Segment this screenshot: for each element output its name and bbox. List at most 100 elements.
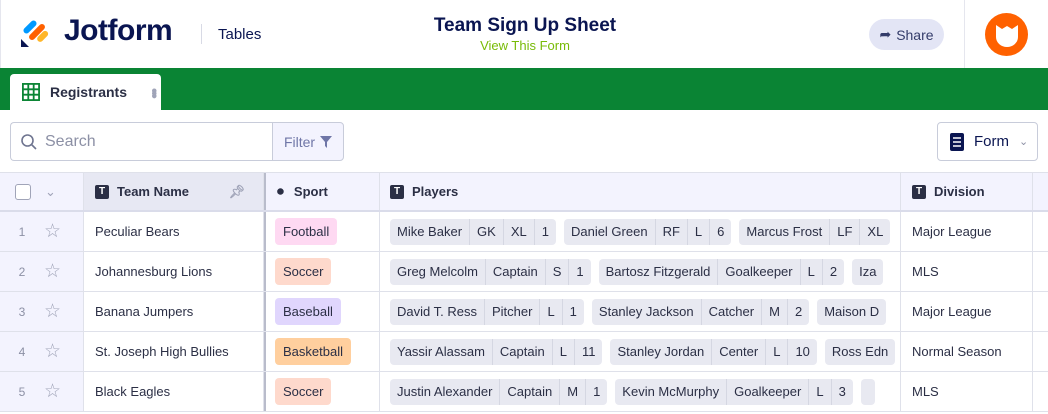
next-column-cell[interactable] <box>1033 332 1048 371</box>
player-field: David T. Ress <box>390 298 485 325</box>
star-icon[interactable]: ☆ <box>44 381 62 402</box>
more-options-icon[interactable]: ••• <box>145 88 162 96</box>
player-field: Center <box>712 338 767 365</box>
section-label[interactable]: Tables <box>218 26 262 43</box>
player-chip: Bartosz Fitzgerald Goalkeeper L 2 <box>598 258 845 285</box>
player-field: Catcher <box>702 298 763 325</box>
table-row[interactable]: 1 ☆ Peculiar Bears Football Mike Baker GK… <box>0 212 1048 252</box>
player-chip: Yassir Alassam Captain L 11 <box>390 338 603 365</box>
player-field: Captain <box>486 258 546 285</box>
division-cell[interactable]: Normal Season <box>901 332 1033 371</box>
player-field: Captain <box>500 378 561 405</box>
table-row[interactable]: 5 ☆ Black Eagles Soccer Justin Alexander… <box>0 372 1048 412</box>
player-chip: Marcus Frost LF XL <box>739 218 891 245</box>
sport-cell[interactable]: Soccer <box>264 372 380 411</box>
team-name-cell[interactable]: Johannesburg Lions <box>84 252 264 291</box>
column-header-sport[interactable]: ⚫︎ Sport <box>264 173 380 210</box>
player-field: S <box>546 258 570 285</box>
player-field: 1 <box>576 263 584 279</box>
row-number: 5 <box>18 384 26 399</box>
player-field: 1 <box>593 383 601 399</box>
tab-registrants[interactable]: Registrants ••• <box>10 74 162 110</box>
star-icon[interactable]: ☆ <box>44 301 62 322</box>
player-field: Greg Melcolm <box>390 258 486 285</box>
text-type-icon: T <box>390 184 404 199</box>
next-column-cell[interactable] <box>1033 292 1048 331</box>
tab-label: Registrants <box>49 84 127 100</box>
player-field: 10 <box>795 343 810 359</box>
sport-cell[interactable]: Baseball <box>264 292 380 331</box>
star-icon[interactable]: ☆ <box>44 221 62 242</box>
share-arrow-icon: ➦ <box>879 26 892 42</box>
player-field: 6 <box>717 223 725 239</box>
star-icon[interactable]: ☆ <box>44 261 62 282</box>
table-row[interactable]: 4 ☆ St. Joseph High Bullies Basketball Y… <box>0 332 1048 372</box>
tag-icon: ⚫︎ <box>275 183 286 199</box>
player-chip: Justin Alexander Captain M 1 <box>390 378 608 405</box>
form-dropdown[interactable]: Form ⌄ <box>937 122 1038 161</box>
pin-icon[interactable]: 📌︎ <box>228 183 245 199</box>
column-header-next[interactable] <box>1033 173 1048 210</box>
search-input[interactable] <box>45 132 245 151</box>
table-row[interactable]: 3 ☆ Banana Jumpers Baseball David T. Res… <box>0 292 1048 332</box>
chevron-down-icon[interactable]: ⌄ <box>45 183 56 199</box>
brand-name[interactable]: Jotform <box>64 14 173 47</box>
player-field: RF <box>656 218 688 245</box>
cat-avatar-icon <box>995 24 1018 47</box>
player-field: Stanley Jordan <box>610 338 713 365</box>
avatar[interactable] <box>985 13 1028 56</box>
text-type-icon: T <box>95 184 109 199</box>
sport-tag: Soccer <box>275 258 332 285</box>
player-field: M <box>762 298 788 325</box>
page-title: Team Sign Up Sheet <box>433 15 617 36</box>
table-header-row: ⌄ T Team Name 📌︎ ⚫︎ Sport T Players T Di… <box>0 172 1048 212</box>
division-cell[interactable]: MLS <box>901 252 1033 291</box>
players-cell[interactable]: Justin Alexander Captain M 1 Kevin McMurphy G… <box>380 372 901 411</box>
form-document-icon <box>950 132 964 151</box>
column-header-division[interactable]: T Division <box>901 173 1033 210</box>
funnel-icon <box>320 135 333 148</box>
player-chip: Daniel Green RF L 6 <box>563 218 732 245</box>
team-name-cell[interactable]: Banana Jumpers <box>84 292 264 331</box>
share-button[interactable]: ➦ Share <box>869 19 944 50</box>
star-icon[interactable]: ☆ <box>44 341 62 362</box>
row-number-cell: 4 ☆ <box>0 332 84 371</box>
sport-cell[interactable]: Soccer <box>264 252 380 291</box>
form-label: Form <box>974 133 1009 150</box>
players-cell[interactable]: David T. Ress Pitcher L 1 Stanley Jackson Cat… <box>380 292 901 331</box>
players-cell[interactable]: Yassir Alassam Captain L 11 Stanley Jordan Ce… <box>380 332 901 371</box>
player-field: LF <box>830 218 861 245</box>
division-cell[interactable]: MLS <box>901 372 1033 411</box>
sport-cell[interactable]: Football <box>264 212 380 251</box>
column-header-team-name[interactable]: T Team Name 📌︎ <box>84 173 264 210</box>
team-name-cell[interactable]: Black Eagles <box>84 372 264 411</box>
filter-button[interactable]: Filter <box>272 122 344 161</box>
players-cell[interactable]: Greg Melcolm Captain S 1 Bartosz Fitzgerald G… <box>380 252 901 291</box>
team-name-cell[interactable]: St. Joseph High Bullies <box>84 332 264 371</box>
player-field: 11 <box>581 343 596 359</box>
players-cell[interactable]: Mike Baker GK XL 1 Daniel Green RF L 6 Marcus Fr… <box>380 212 901 251</box>
next-column-cell[interactable] <box>1033 252 1048 291</box>
sport-cell[interactable]: Basketball <box>264 332 380 371</box>
jotform-logo-icon <box>21 20 49 47</box>
player-chip <box>860 378 875 405</box>
division-cell[interactable]: Major League <box>901 212 1033 251</box>
select-all-checkbox[interactable] <box>15 183 31 200</box>
division-cell[interactable]: Major League <box>901 292 1033 331</box>
player-field: Pitcher <box>485 298 541 325</box>
view-form-link[interactable]: View This Form <box>480 38 570 53</box>
player-chip: Iza <box>852 258 884 285</box>
column-label: Players <box>412 184 459 199</box>
next-column-cell[interactable] <box>1033 212 1048 251</box>
text-type-icon: T <box>912 184 926 199</box>
player-field: Marcus Frost <box>739 218 831 245</box>
sport-tag: Football <box>275 218 338 245</box>
team-name-cell[interactable]: Peculiar Bears <box>84 212 264 251</box>
row-number: 2 <box>18 264 26 279</box>
column-header-players[interactable]: T Players <box>380 173 901 210</box>
table-row[interactable]: 2 ☆ Johannesburg Lions Soccer Greg Melco… <box>0 252 1048 292</box>
player-field: L <box>809 378 832 405</box>
row-number-cell: 2 ☆ <box>0 252 84 291</box>
player-field: XL <box>867 223 884 239</box>
next-column-cell[interactable] <box>1033 372 1048 411</box>
